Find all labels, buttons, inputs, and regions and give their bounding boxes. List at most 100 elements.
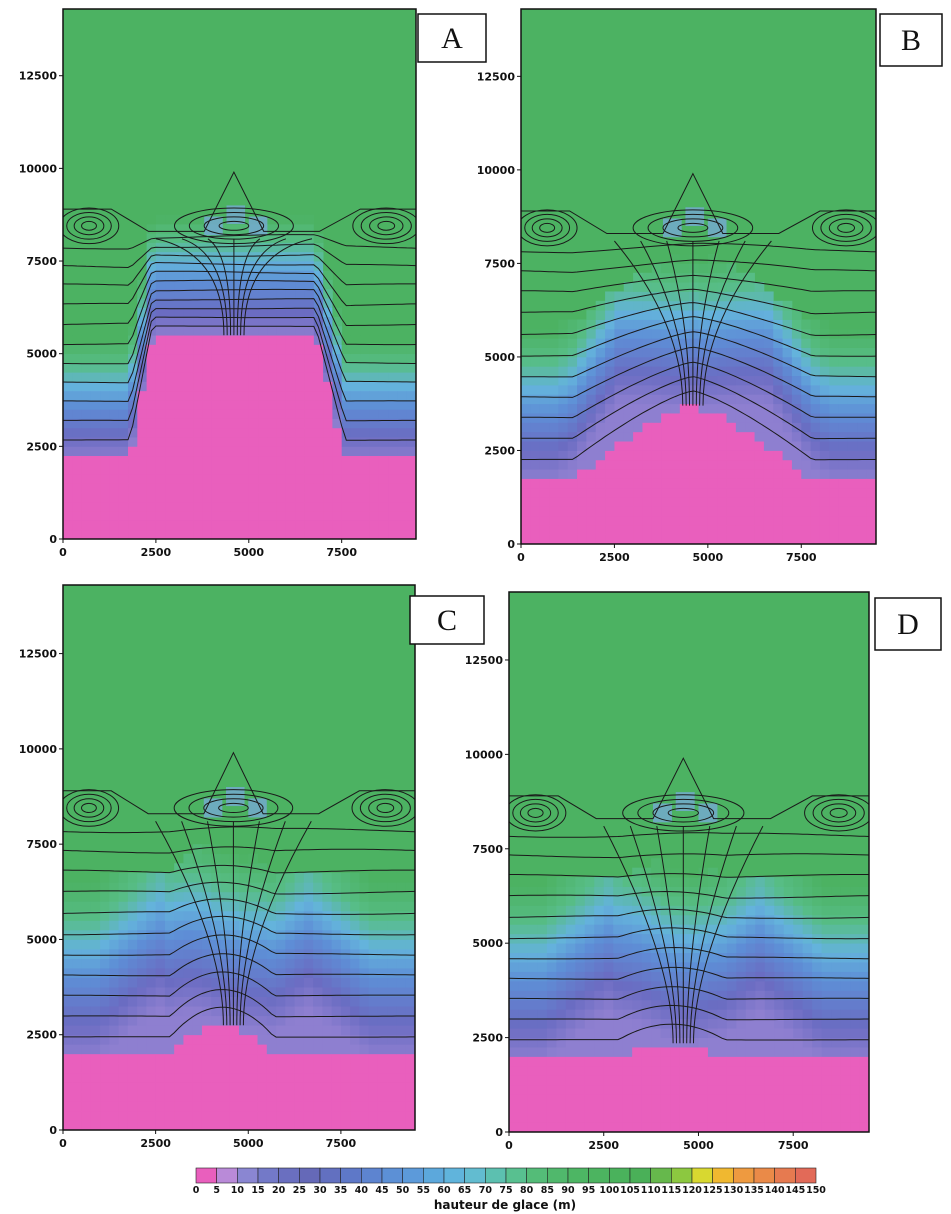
heatmap-cell: [174, 446, 185, 457]
heatmap-cell: [689, 905, 699, 916]
heatmap-cell: [577, 413, 587, 423]
heatmap-cell: [623, 515, 634, 526]
heatmap-cell: [127, 968, 138, 978]
contour-line: [81, 220, 97, 231]
heatmap-cell: [193, 353, 203, 364]
heatmap-cell: [670, 469, 681, 479]
heatmap-cell: [323, 483, 333, 494]
heatmap-cell: [387, 1082, 397, 1093]
heatmap-cell: [368, 920, 379, 931]
heatmap-cell: [146, 474, 157, 484]
heatmap-cell: [368, 910, 379, 921]
contour-line: [63, 751, 415, 815]
heatmap-cell: [857, 338, 868, 348]
heatmap-cell: [679, 1103, 690, 1114]
heatmap-cell: [341, 381, 352, 392]
heatmap-cell: [623, 356, 634, 367]
heatmap-cell: [229, 1025, 240, 1036]
heatmap-cell: [819, 366, 830, 377]
heatmap-cell: [304, 474, 315, 484]
heatmap-cell: [266, 1082, 277, 1093]
heatmap-cell: [755, 1075, 766, 1086]
heatmap-cell: [239, 307, 250, 318]
heatmap-cell: [229, 958, 240, 969]
heatmap-cell: [575, 924, 586, 935]
heatmap-cell: [850, 1047, 860, 1057]
heatmap-cell: [707, 319, 718, 330]
heatmap-cell: [202, 520, 213, 531]
heatmap-cell: [801, 515, 812, 526]
heatmap-cell: [605, 534, 615, 544]
heatmap-cell: [754, 497, 765, 507]
heatmap-cell: [622, 1113, 633, 1123]
heatmap-cell: [717, 933, 728, 944]
heatmap-cell: [605, 384, 615, 395]
heatmap-cell: [304, 529, 315, 539]
heatmap-cell: [614, 403, 625, 414]
heatmap-cell: [717, 403, 727, 414]
heatmap-cell: [202, 427, 213, 438]
heatmap-cell: [614, 478, 625, 489]
heatmap-cell: [377, 901, 388, 912]
heatmap-cell: [586, 487, 597, 498]
heatmap-cell: [360, 483, 370, 494]
heatmap-cell: [350, 483, 361, 494]
heatmap-cell: [146, 968, 157, 978]
heatmap-cell: [109, 520, 120, 531]
heatmap-cell: [745, 886, 756, 897]
heatmap-cell: [810, 403, 821, 414]
heatmap-cell: [81, 483, 92, 494]
heatmap-cell: [614, 338, 625, 348]
heatmap-cell: [406, 372, 416, 382]
heatmap-cell: [81, 344, 92, 355]
heatmap-cell: [100, 446, 110, 457]
heatmap-cell: [146, 427, 157, 438]
heatmap-cell: [641, 933, 652, 944]
heatmap-cell: [155, 372, 166, 382]
contour-line: [63, 307, 416, 402]
heatmap-cell: [689, 999, 699, 1010]
heatmap-cell: [613, 962, 624, 972]
heatmap-cell: [812, 971, 823, 982]
heatmap-cell: [594, 999, 605, 1010]
heatmap-cell: [285, 948, 295, 959]
heatmap-cell: [633, 469, 643, 479]
heatmap-cell: [847, 469, 858, 479]
heatmap-cell: [679, 895, 690, 906]
heatmap-cell: [276, 1110, 286, 1121]
heatmap-cell: [773, 515, 783, 526]
heatmap-cell: [556, 1075, 567, 1086]
heatmap-cell: [229, 872, 240, 883]
heatmap-cell: [521, 450, 531, 461]
heatmap-cell: [689, 497, 699, 507]
heatmap-cell: [810, 384, 821, 395]
heatmap-cell: [717, 980, 728, 991]
heatmap-cell: [783, 1075, 794, 1086]
heatmap-cell: [717, 914, 728, 925]
heatmap-cell: [350, 464, 361, 475]
heatmap-cell: [72, 483, 82, 494]
heatmap-cell: [707, 525, 718, 536]
heatmap-cell: [331, 939, 342, 950]
heatmap-cell: [303, 968, 314, 978]
contour-line: [369, 216, 404, 236]
heatmap-cell: [109, 501, 120, 512]
heatmap-cell: [840, 905, 851, 916]
heatmap-cell: [651, 272, 662, 283]
heatmap-cell: [100, 1072, 110, 1083]
heatmap-cell: [109, 1110, 119, 1121]
heatmap-cell: [641, 1065, 652, 1076]
heatmap-cell: [109, 901, 119, 912]
heatmap-cell: [698, 347, 709, 358]
heatmap-cell: [128, 372, 138, 382]
heatmap-cell: [689, 263, 699, 274]
heatmap-cell: [211, 872, 221, 883]
heatmap-cell: [155, 891, 166, 902]
heatmap-cell: [239, 464, 250, 475]
heatmap-cell: [128, 455, 138, 466]
heatmap-cell: [258, 353, 268, 364]
heatmap-cell: [857, 459, 868, 470]
heatmap-cell: [368, 1120, 379, 1130]
contour-line: [63, 826, 415, 834]
